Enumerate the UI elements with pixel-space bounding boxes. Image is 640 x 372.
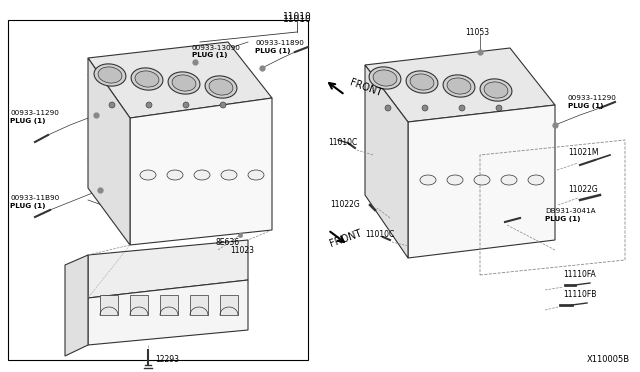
Polygon shape — [100, 295, 118, 315]
Text: PLUG (1): PLUG (1) — [10, 203, 45, 209]
Ellipse shape — [410, 74, 434, 90]
Ellipse shape — [443, 75, 475, 97]
Text: 12293: 12293 — [155, 355, 179, 364]
Ellipse shape — [168, 72, 200, 94]
Text: 11010C: 11010C — [365, 230, 394, 239]
Ellipse shape — [248, 170, 264, 180]
Text: 00933-11290: 00933-11290 — [10, 110, 59, 116]
Text: 11022G: 11022G — [330, 200, 360, 209]
Text: PLUG (1): PLUG (1) — [10, 118, 45, 124]
Text: 11023: 11023 — [230, 246, 254, 255]
Circle shape — [146, 102, 152, 108]
Ellipse shape — [140, 170, 156, 180]
Polygon shape — [160, 295, 178, 315]
Polygon shape — [130, 98, 272, 245]
Ellipse shape — [98, 67, 122, 83]
Text: FRONT: FRONT — [328, 228, 363, 248]
Circle shape — [422, 105, 428, 111]
Text: PLUG (1): PLUG (1) — [255, 48, 291, 54]
Ellipse shape — [501, 175, 517, 185]
Ellipse shape — [447, 175, 463, 185]
Circle shape — [459, 105, 465, 111]
Text: 11021M: 11021M — [568, 148, 598, 157]
Polygon shape — [88, 280, 248, 345]
Ellipse shape — [369, 67, 401, 89]
Text: 11010C: 11010C — [328, 138, 357, 147]
Polygon shape — [8, 20, 308, 360]
Ellipse shape — [480, 79, 512, 101]
Ellipse shape — [172, 75, 196, 91]
Polygon shape — [65, 255, 88, 356]
Text: X110005B: X110005B — [587, 355, 630, 364]
Polygon shape — [130, 295, 148, 315]
Text: PLUG (1): PLUG (1) — [545, 216, 580, 222]
Text: 11022G: 11022G — [568, 185, 598, 194]
Ellipse shape — [447, 78, 471, 94]
Ellipse shape — [420, 175, 436, 185]
Ellipse shape — [373, 70, 397, 86]
Ellipse shape — [205, 76, 237, 98]
Ellipse shape — [94, 64, 126, 86]
Ellipse shape — [209, 79, 233, 95]
Text: PLUG (1): PLUG (1) — [192, 52, 227, 58]
Text: 11010: 11010 — [283, 12, 312, 21]
Circle shape — [385, 105, 391, 111]
Ellipse shape — [135, 71, 159, 87]
Ellipse shape — [221, 170, 237, 180]
Polygon shape — [220, 295, 238, 315]
Text: 8E636: 8E636 — [215, 238, 239, 247]
Ellipse shape — [406, 71, 438, 93]
Text: PLUG (1): PLUG (1) — [568, 103, 604, 109]
Polygon shape — [88, 240, 248, 298]
Text: 11110FB: 11110FB — [563, 290, 596, 299]
Text: 00933-13090: 00933-13090 — [192, 45, 241, 51]
Circle shape — [220, 102, 226, 108]
Polygon shape — [365, 48, 555, 122]
Text: 11053: 11053 — [465, 28, 489, 37]
Polygon shape — [408, 105, 555, 258]
Polygon shape — [190, 295, 208, 315]
Circle shape — [183, 102, 189, 108]
Circle shape — [496, 105, 502, 111]
Polygon shape — [365, 65, 408, 258]
Ellipse shape — [474, 175, 490, 185]
Text: FRONT: FRONT — [348, 78, 383, 99]
Ellipse shape — [131, 68, 163, 90]
Polygon shape — [88, 58, 130, 245]
Text: 00933-11B90: 00933-11B90 — [10, 195, 60, 201]
Ellipse shape — [528, 175, 544, 185]
Text: 00933-11290: 00933-11290 — [568, 95, 617, 101]
Text: 11010: 11010 — [283, 15, 312, 24]
Text: 00933-11890: 00933-11890 — [255, 40, 304, 46]
Polygon shape — [88, 42, 272, 118]
Circle shape — [109, 102, 115, 108]
Ellipse shape — [484, 82, 508, 98]
Text: 11110FA: 11110FA — [563, 270, 596, 279]
Ellipse shape — [194, 170, 210, 180]
Text: DB931-3041A: DB931-3041A — [545, 208, 596, 214]
Ellipse shape — [167, 170, 183, 180]
